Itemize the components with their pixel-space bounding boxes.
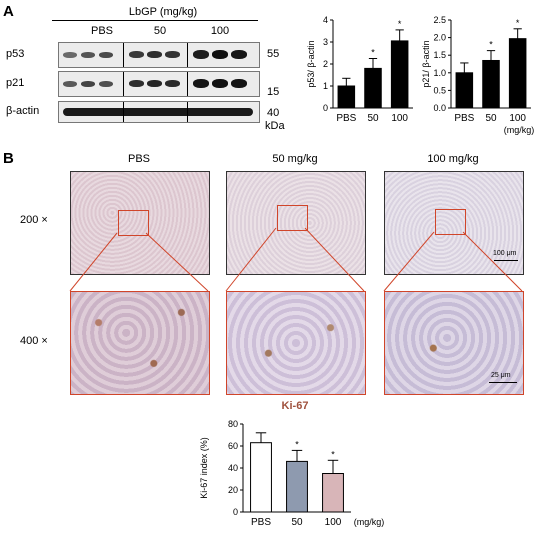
ki67-bar	[322, 473, 344, 513]
p21-ylabel: p21/ β-actin	[421, 40, 431, 87]
blot-p53	[58, 42, 260, 68]
row-label-beta-actin: β-actin	[6, 105, 40, 117]
ihc-50-400x	[226, 291, 366, 395]
p21-ytick-label: 2.0	[433, 33, 446, 43]
col-label-pbs: PBS	[127, 153, 150, 165]
ki67-bar	[250, 442, 272, 513]
p21-ytick-label: 1.5	[433, 50, 446, 60]
ihc-pbs-400x	[70, 291, 210, 395]
ihc-100-400x: 25 μm	[384, 291, 524, 395]
p21-ytick-label: 2.5	[433, 15, 446, 25]
mag-400-label: 400 ×	[20, 335, 48, 347]
ihc-50-200x	[226, 171, 366, 275]
ki67-xtick-label: 100	[325, 517, 342, 528]
lane-label-pbs: PBS	[90, 25, 113, 37]
p53-xtick-label: PBS	[336, 113, 356, 124]
p53-sig-mark: *	[398, 19, 402, 29]
p53-sig-mark: *	[371, 48, 375, 58]
treatment-label: LbGP (mg/kg)	[128, 6, 198, 18]
chart-p53: 0 1 2 3 4 p53/ β-actin PBS * 50 * 100	[306, 15, 413, 124]
blot-beta-actin	[58, 101, 260, 123]
p21-sig-mark: *	[516, 18, 520, 28]
ki67-bar	[286, 460, 308, 513]
ki67-sig-mark: *	[331, 449, 335, 459]
ihc-100-200x: 100 μm	[384, 171, 524, 275]
p53-ytick-label: 2	[323, 59, 328, 69]
col-label-50: 50 mg/kg	[272, 153, 318, 165]
panel-b-letter: B	[3, 150, 14, 167]
p53-ytick-label: 4	[323, 15, 328, 25]
ki67-ytick-label: 20	[228, 485, 238, 495]
mw-40: 40	[267, 107, 280, 119]
p21-sig-mark: *	[489, 40, 493, 50]
p21-xunit: (mg/kg)	[504, 125, 535, 135]
mag-200-label: 200 ×	[20, 214, 48, 226]
ki67-label: Ki-67	[281, 400, 309, 412]
row-label-p21: p21	[6, 77, 25, 89]
p53-ytick-label: 1	[323, 81, 328, 91]
zoom-connectors	[69, 227, 523, 292]
ki67-xunit: (mg/kg)	[354, 517, 385, 527]
blot-p21	[58, 71, 260, 97]
p53-xtick-label: 100	[391, 113, 408, 124]
mw-55: 55	[267, 48, 280, 60]
p21-xtick-label: PBS	[454, 113, 474, 124]
ki67-ytick-label: 40	[228, 463, 238, 473]
row-label-p53: p53	[6, 48, 25, 60]
lane-label-50: 50	[153, 25, 167, 37]
p21-xtick-label: 100	[509, 113, 526, 124]
ki67-ytick-label: 80	[228, 419, 238, 429]
kda-label: kDa	[265, 120, 285, 132]
col-label-100: 100 mg/kg	[427, 153, 479, 165]
lane-label-100: 100	[210, 25, 230, 37]
ki67-sig-mark: *	[295, 439, 299, 449]
ki67-xtick-label: PBS	[251, 517, 271, 528]
p53-ytick-label: 3	[323, 37, 328, 47]
chart-ki67: 0 20 40 60 80 Ki-67 index (%) PBS * 50 * 100 (mg/kg…	[199, 419, 385, 528]
scale-100um: 100 μm	[493, 250, 517, 257]
chart-p21: 0.0 0.5 1.0 1.5 2.0 2.5 p21/ β-actin PBS * 50 * 100…	[421, 15, 535, 135]
ki67-xtick-label: 50	[291, 517, 303, 528]
mw-15: 15	[267, 86, 280, 98]
ki67-ytick-label: 0	[233, 507, 238, 517]
p21-ytick-label: 1.0	[433, 68, 446, 78]
p53-xtick-label: 50	[367, 113, 379, 124]
p21-xtick-label: 50	[485, 113, 497, 124]
ihc-pbs-200x	[70, 171, 210, 275]
p21-ytick-label: 0.0	[433, 103, 446, 113]
ki67-ytick-label: 60	[228, 441, 238, 451]
p53-ytick-label: 0	[323, 103, 328, 113]
scale-25um: 25 μm	[491, 372, 511, 379]
ki67-ylabel: Ki-67 index (%)	[199, 437, 209, 499]
panel-a-letter: A	[3, 3, 14, 20]
p53-ylabel: p53/ β-actin	[306, 40, 316, 87]
treatment-line	[52, 20, 258, 21]
p21-ytick-label: 0.5	[433, 85, 446, 95]
